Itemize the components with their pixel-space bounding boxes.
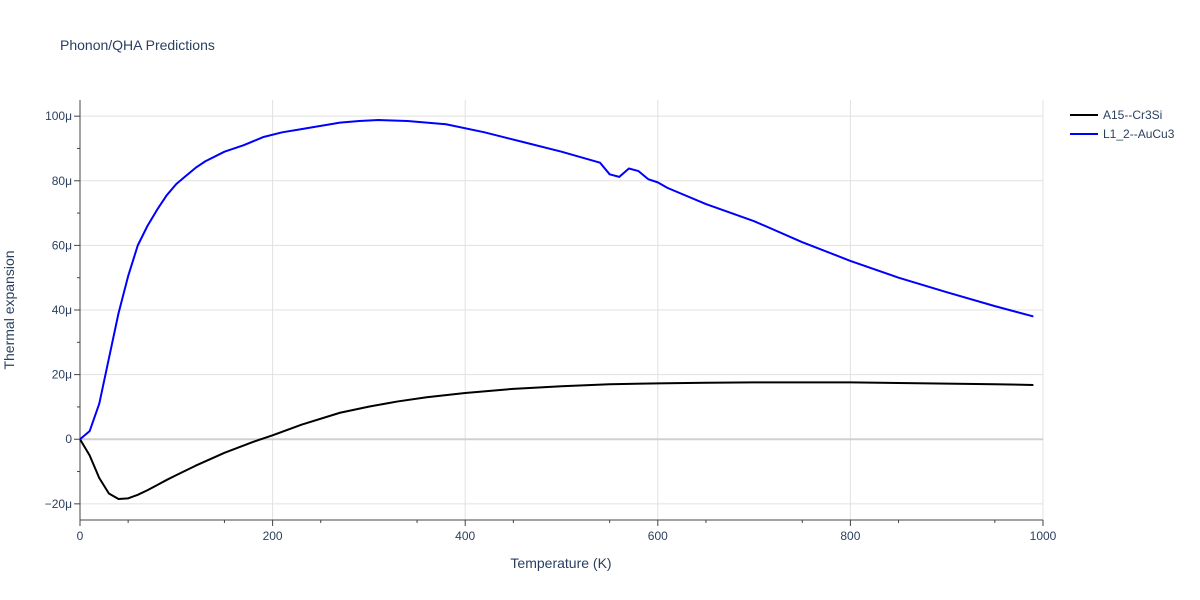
y-tick-label: 80μ xyxy=(52,174,72,188)
x-tick-label: 1000 xyxy=(1030,529,1057,543)
y-axis-title: Thermal expansion xyxy=(1,250,17,369)
x-axis-ticks: 0 200 400 600 800 1000 xyxy=(77,520,1057,543)
chart-title: Phonon/QHA Predictions xyxy=(60,37,215,53)
series-line-1 xyxy=(79,381,1034,500)
y-tick-label: 60μ xyxy=(52,238,72,252)
grid xyxy=(79,100,1044,521)
legend: A15--Cr3Si L1_2--AuCu3 xyxy=(1070,108,1175,141)
x-tick-label: 600 xyxy=(648,529,668,543)
legend-label: A15--Cr3Si xyxy=(1103,108,1162,122)
x-tick-label: 400 xyxy=(455,529,475,543)
y-tick-label: 0 xyxy=(65,432,72,446)
x-axis-title: Temperature (K) xyxy=(510,555,611,571)
x-tick-label: 0 xyxy=(77,529,84,543)
y-tick-label: 20μ xyxy=(52,368,72,382)
series-line-2 xyxy=(79,119,1034,440)
legend-label: L1_2--AuCu3 xyxy=(1103,127,1175,141)
y-tick-label: −20μ xyxy=(45,497,72,511)
x-tick-label: 800 xyxy=(840,529,860,543)
plot-area xyxy=(79,119,1034,500)
y-axis-ticks: −20μ 0 20μ 40μ 60μ 80μ 100μ xyxy=(45,109,80,511)
y-tick-label: 100μ xyxy=(45,109,72,123)
y-tick-label: 40μ xyxy=(52,303,72,317)
x-tick-label: 200 xyxy=(263,529,283,543)
